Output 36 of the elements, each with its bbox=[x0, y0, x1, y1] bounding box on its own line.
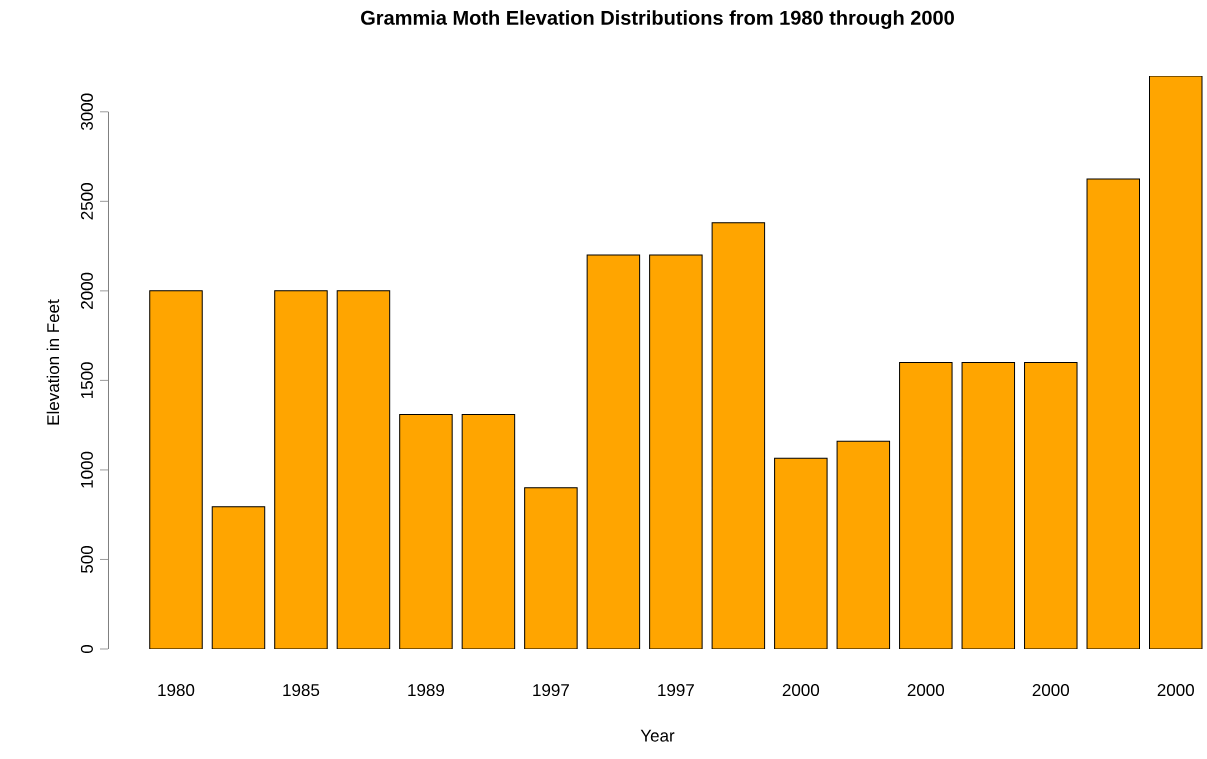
bar bbox=[587, 255, 640, 649]
bar bbox=[337, 290, 390, 649]
x-tick-label: 2000 bbox=[1032, 684, 1070, 697]
bar bbox=[962, 362, 1015, 649]
bar bbox=[462, 414, 515, 649]
x-tick-label: 2000 bbox=[907, 684, 945, 697]
bar bbox=[774, 458, 828, 649]
y-axis-title: Elevation in Feet bbox=[46, 299, 60, 425]
x-tick-label: 2000 bbox=[1157, 684, 1194, 697]
y-tick-label: 2000 bbox=[80, 272, 93, 309]
x-tick-label: 1997 bbox=[658, 684, 694, 697]
bar bbox=[1149, 75, 1203, 649]
bar bbox=[399, 414, 453, 649]
bar bbox=[899, 362, 953, 649]
bar bbox=[1024, 362, 1078, 649]
y-tick-label: 2500 bbox=[80, 183, 93, 220]
y-tick-label: 3000 bbox=[80, 93, 93, 131]
y-tick-label: 1500 bbox=[80, 362, 93, 399]
y-tick-label: 500 bbox=[80, 545, 93, 573]
bar bbox=[149, 290, 203, 649]
chart-title: Grammia Moth Elevation Distributions from 1980 through 2000 bbox=[361, 10, 954, 29]
x-tick-label: 1989 bbox=[408, 684, 445, 697]
bar bbox=[837, 441, 890, 649]
bar bbox=[712, 222, 765, 649]
y-tick-label: 1000 bbox=[80, 451, 93, 488]
bar bbox=[524, 487, 578, 649]
x-tick-label: 2000 bbox=[782, 684, 820, 697]
bar bbox=[274, 290, 328, 649]
y-tick-label: 0 bbox=[80, 644, 93, 654]
bar bbox=[649, 255, 703, 649]
x-tick-label: 1985 bbox=[283, 684, 320, 697]
bar bbox=[212, 506, 265, 649]
x-tick-label: 1997 bbox=[533, 684, 569, 697]
x-tick-label: 1980 bbox=[158, 684, 195, 697]
bar bbox=[1087, 178, 1140, 649]
x-axis-title: Year bbox=[640, 729, 675, 742]
